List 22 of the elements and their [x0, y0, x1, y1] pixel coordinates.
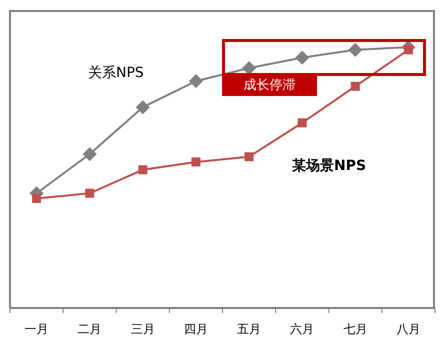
point [348, 42, 362, 57]
point [136, 100, 150, 114]
x-tick-label: 四月 [184, 322, 208, 336]
series-label: 某场景NPS [292, 157, 366, 175]
point [82, 147, 97, 162]
point [85, 188, 94, 198]
x-tick-label: 一月 [24, 322, 49, 336]
x-tick-label: 七月 [343, 322, 368, 336]
point [350, 82, 360, 91]
point [188, 74, 203, 88]
x-tick-label: 六月 [290, 322, 314, 336]
point [191, 157, 200, 166]
series-label: 关系NPS [88, 64, 144, 82]
x-tick-label: 五月 [237, 322, 262, 336]
x-tick-label: 三月 [130, 322, 155, 336]
point [298, 118, 307, 128]
point [138, 165, 148, 174]
point [32, 194, 42, 203]
x-tick-label: 八月 [396, 322, 420, 336]
x-tick-label: 二月 [78, 322, 102, 336]
point [244, 152, 254, 162]
point [295, 50, 310, 65]
